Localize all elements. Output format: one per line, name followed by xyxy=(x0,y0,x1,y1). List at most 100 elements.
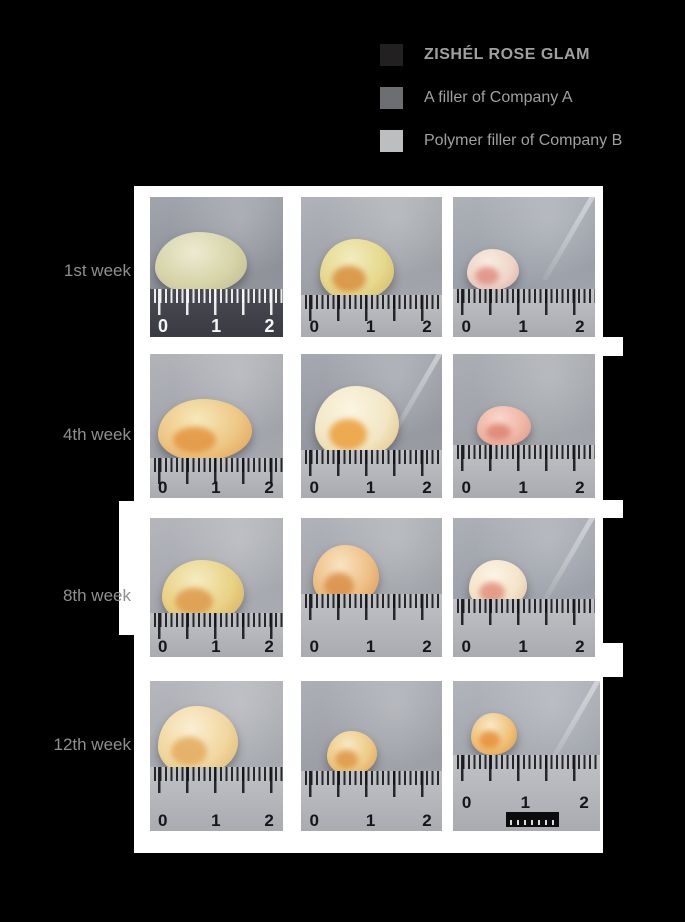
specimen-blob xyxy=(157,399,252,462)
ruler-cm-ticks xyxy=(309,771,442,797)
ruler-number: 2 xyxy=(264,811,274,830)
ruler-number: 1 xyxy=(365,811,376,830)
legend: ZISHÉL ROSE GLAM A filler of Company A P… xyxy=(380,44,680,164)
legend-label-company-b-polymer-filler: Polymer filler of Company B xyxy=(424,132,623,149)
photo-12th-week-company-a-filler: 0 1 2 xyxy=(301,681,442,831)
specimen-accent-spot xyxy=(334,750,358,769)
ruler-number: 2 xyxy=(264,316,275,336)
legend-item-company-a-filler: A filler of Company A xyxy=(380,87,573,109)
ruler-cm-ticks xyxy=(461,289,595,316)
ruler-label-strip xyxy=(505,811,559,827)
ruler-number: 2 xyxy=(422,317,432,336)
ruler-cm-ticks xyxy=(158,766,283,793)
specimen-accent-spot xyxy=(323,572,355,599)
photo-1st-week-company-b-polymer-filler: 0 1 2 xyxy=(453,197,595,337)
panel-strip-left-row3 xyxy=(119,501,135,635)
row-label-8th-week: 8th week xyxy=(62,586,131,605)
photo-8th-week-zishel-rose-glam: 0 1 2 xyxy=(150,518,283,657)
photo-4th-week-zishel-rose-glam: 0 1 2 xyxy=(150,354,283,498)
ruler: 0 1 2 xyxy=(150,612,283,657)
legend-swatch-medium-gray xyxy=(380,87,403,109)
ruler-number: 2 xyxy=(422,811,432,830)
ruler-number: 0 xyxy=(309,811,319,830)
ruler-number: 1 xyxy=(365,317,376,336)
ruler-number: 2 xyxy=(264,637,274,656)
ruler: 0 1 2 xyxy=(301,594,442,657)
legend-item-company-b-polymer-filler: Polymer filler of Company B xyxy=(380,130,622,152)
ruler: 0 1 2 xyxy=(453,754,600,831)
ruler-number: 1 xyxy=(518,317,528,336)
ruler-number: 1 xyxy=(520,793,531,812)
foil-crease-highlight xyxy=(542,197,595,282)
ruler-cm-ticks xyxy=(158,289,283,316)
photo-12th-week-company-b-polymer-filler: 0 1 2 xyxy=(453,681,600,831)
ruler-number: 1 xyxy=(211,478,221,497)
ruler-number: 2 xyxy=(575,478,585,497)
legend-label-company-a-filler: A filler of Company A xyxy=(424,89,573,106)
legend-swatch-dark xyxy=(380,44,403,66)
panel-strip-right-gap3 xyxy=(602,643,623,677)
panel-strip-right-gap2 xyxy=(602,500,623,518)
ruler-cm-ticks xyxy=(309,594,442,621)
ruler-number: 0 xyxy=(309,478,319,497)
ruler-cm-ticks xyxy=(461,598,595,625)
specimen-accent-spot xyxy=(172,426,216,453)
legend-item-zishel-rose-glam: ZISHÉL ROSE GLAM xyxy=(380,44,590,66)
specimen-blob xyxy=(315,386,400,461)
specimen-blob xyxy=(466,248,519,291)
foil-crease-highlight xyxy=(542,518,595,602)
ruler-number: 2 xyxy=(579,793,589,812)
ruler: 0 1 2 xyxy=(453,598,595,657)
ruler-number: 2 xyxy=(422,637,432,656)
ruler: 0 1 2 xyxy=(150,457,283,498)
photo-1st-week-zishel-rose-glam: 0 1 2 xyxy=(150,197,283,337)
specimen-accent-spot xyxy=(332,266,367,293)
specimen-blob xyxy=(154,231,247,294)
row-label-4th-week: 4th week xyxy=(62,425,131,444)
ruler-number: 1 xyxy=(211,811,221,830)
specimen-accent-spot xyxy=(170,736,208,767)
ruler-number: 0 xyxy=(309,317,319,336)
ruler-cm-ticks xyxy=(158,612,283,639)
ruler-cm-ticks xyxy=(309,295,442,321)
ruler-number: 1 xyxy=(365,637,376,656)
legend-label-zishel-rose-glam: ZISHÉL ROSE GLAM xyxy=(424,46,590,63)
specimen-blob xyxy=(471,712,518,755)
ruler: 0 1 2 xyxy=(150,289,283,337)
photo-12th-week-zishel-rose-glam: 0 1 2 xyxy=(150,681,283,831)
row-label-1st-week: 1st week xyxy=(63,261,131,280)
photo-4th-week-company-a-filler: 0 1 2 xyxy=(301,354,442,498)
ruler-number: 0 xyxy=(157,637,168,656)
ruler-number: 0 xyxy=(461,478,471,497)
ruler-number: 0 xyxy=(157,478,168,497)
ruler: 0 1 2 xyxy=(150,766,283,831)
ruler-number: 2 xyxy=(422,478,432,497)
ruler: 0 1 2 xyxy=(301,771,442,831)
ruler-number: 0 xyxy=(461,317,471,336)
specimen-blob xyxy=(477,406,532,446)
ruler: 0 1 2 xyxy=(301,450,442,498)
ruler-cm-ticks xyxy=(461,444,595,471)
ruler-number: 0 xyxy=(461,637,471,656)
ruler-number: 1 xyxy=(518,478,528,497)
ruler: 0 1 2 xyxy=(453,289,595,337)
ruler-number: 1 xyxy=(365,478,376,497)
specimen-blob xyxy=(157,706,238,776)
specimen-blob xyxy=(326,731,377,775)
ruler: 0 1 2 xyxy=(301,295,442,337)
ruler-number: 0 xyxy=(309,637,319,656)
ruler-number: 1 xyxy=(211,637,221,656)
ruler-number: 2 xyxy=(575,317,585,336)
photo-4th-week-company-b-polymer-filler: 0 1 2 xyxy=(453,354,595,498)
legend-swatch-light-gray xyxy=(380,130,403,152)
ruler-number: 2 xyxy=(264,478,274,497)
ruler-number: 2 xyxy=(575,637,585,656)
photo-1st-week-company-a-filler: 0 1 2 xyxy=(301,197,442,337)
row-label-12th-week: 12th week xyxy=(53,735,132,754)
specimen-blob xyxy=(320,238,395,301)
specimen-accent-spot xyxy=(475,267,499,285)
ruler-number: 0 xyxy=(157,316,168,336)
panel-strip-right-gap1 xyxy=(602,337,623,356)
ruler-label-marks xyxy=(509,819,555,825)
